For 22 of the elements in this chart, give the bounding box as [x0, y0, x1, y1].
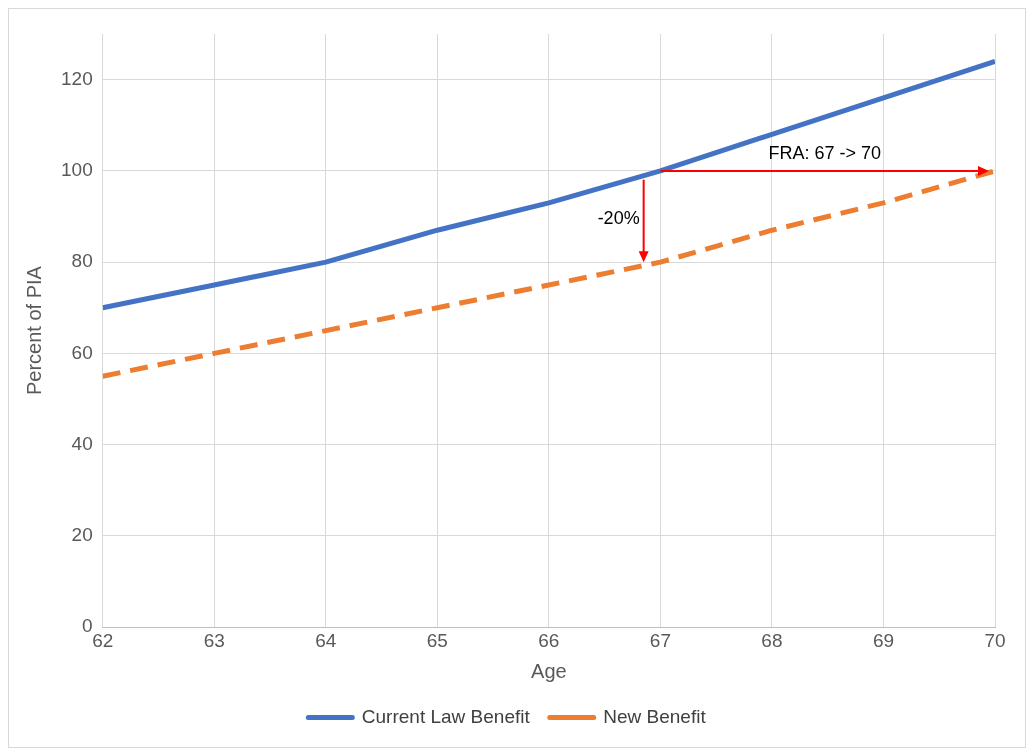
y-tick-label: 0: [82, 615, 93, 637]
x-tick-label: 63: [203, 629, 225, 651]
x-tick-label: 68: [761, 629, 783, 651]
y-tick-label: 40: [71, 432, 93, 454]
x-tick-label: 69: [872, 629, 895, 651]
y-tick-label: 80: [71, 250, 93, 272]
x-tick-label: 65: [426, 629, 448, 651]
annotation: FRA: 67 -> 70: [768, 142, 881, 163]
y-tick-label: 120: [61, 67, 93, 89]
x-tick-label: 62: [92, 629, 114, 651]
y-tick-label: 100: [61, 159, 93, 181]
y-axis-title: Percent of PIA: [22, 265, 45, 396]
legend-label: New Benefit: [603, 705, 707, 727]
x-tick-label: 66: [538, 629, 560, 651]
y-tick-label: 20: [71, 524, 93, 546]
x-tick-label: 67: [649, 629, 671, 651]
annotation: -20%: [597, 207, 640, 228]
legend-label: Current Law Benefit: [361, 705, 531, 727]
y-tick-label: 60: [71, 341, 93, 363]
x-axis-title: Age: [531, 659, 567, 682]
x-tick-label: 64: [315, 629, 337, 651]
x-tick-label: 70: [984, 629, 1006, 651]
